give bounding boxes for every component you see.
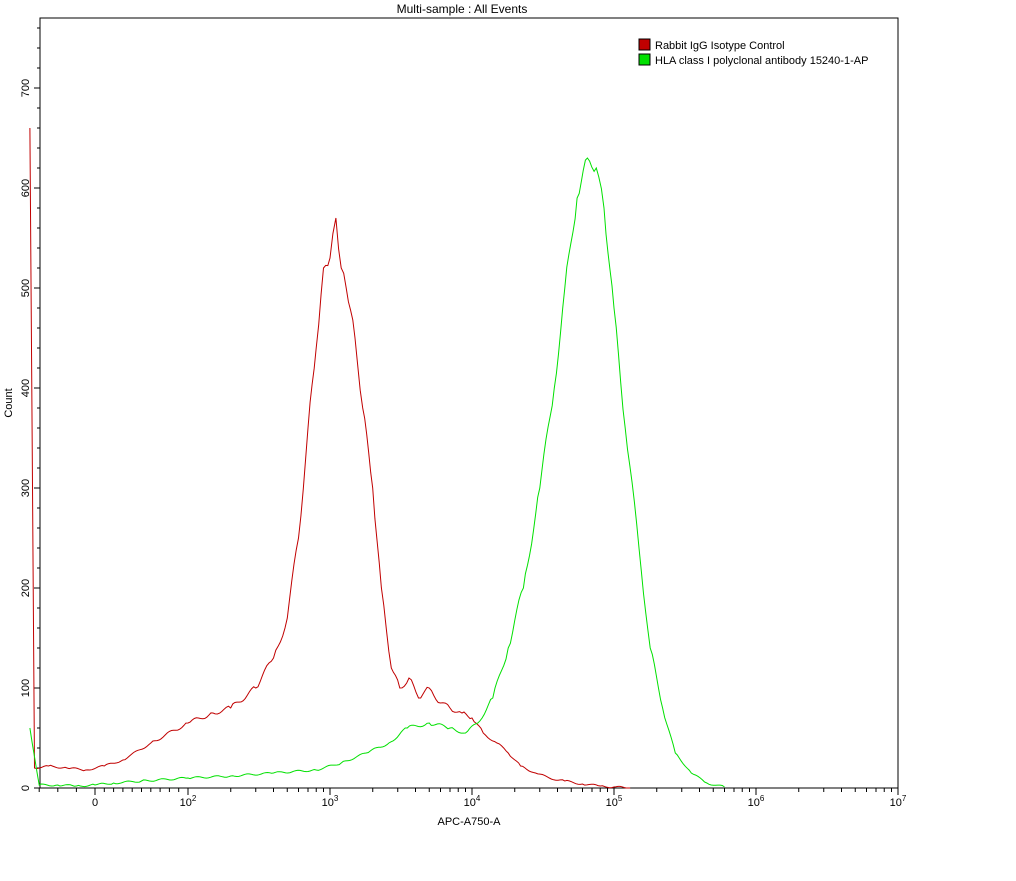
series-layer (29, 127, 725, 789)
x-axis: 0 102 103 104 105 106 107 (38, 788, 907, 809)
y-tick-label: 400 (20, 379, 32, 397)
x-tick-label: 105 (606, 794, 623, 809)
y-tick-label: 300 (20, 479, 32, 497)
legend-label: HLA class I polyclonal antibody 15240-1-… (655, 55, 868, 67)
x-tick-label: 103 (322, 794, 339, 809)
x-tick-exponent: 6 (760, 794, 765, 803)
legend-swatch (638, 53, 651, 66)
x-tick-base: 10 (322, 797, 334, 809)
y-tick-label: 500 (20, 279, 32, 297)
y-tick-label: 200 (20, 579, 32, 597)
x-tick-label: 107 (890, 794, 907, 809)
x-tick-exponent: 2 (192, 794, 197, 803)
y-tick-label: 100 (20, 679, 32, 697)
x-tick-exponent: 3 (334, 794, 339, 803)
x-tick-base: 10 (180, 797, 192, 809)
x-tick-base: 10 (464, 797, 476, 809)
x-tick-base: 10 (890, 797, 902, 809)
x-tick-label: 106 (748, 794, 765, 809)
x-tick-base: 10 (748, 797, 760, 809)
x-tick-label: 104 (464, 794, 481, 809)
y-tick-label: 600 (20, 179, 32, 197)
x-tick-label: 0 (92, 797, 98, 809)
x-tick-exponent: 7 (902, 794, 907, 803)
x-tick-base: 10 (606, 797, 618, 809)
y-tick-label: 700 (20, 79, 32, 97)
series-line-hla-class-i (29, 157, 725, 788)
x-tick-exponent: 5 (618, 794, 623, 803)
plot-frame (39, 17, 899, 789)
x-tick-exponent: 4 (476, 794, 481, 803)
y-axis-label: Count (3, 388, 15, 417)
series-line-isotype-control (29, 127, 631, 789)
y-tick-label: 0 (20, 785, 32, 791)
legend-label: Rabbit IgG Isotype Control (655, 40, 785, 52)
legend: Rabbit IgG Isotype Control HLA class I po… (638, 38, 868, 67)
x-tick-base: 0 (92, 797, 98, 809)
chart-title: Multi-sample : All Events (397, 2, 528, 16)
y-axis: 0 100 200 300 400 500 600 700 (20, 27, 40, 791)
x-tick-label: 102 (180, 794, 197, 809)
legend-swatch (638, 38, 651, 51)
x-axis-label: APC-A750-A (438, 816, 502, 828)
